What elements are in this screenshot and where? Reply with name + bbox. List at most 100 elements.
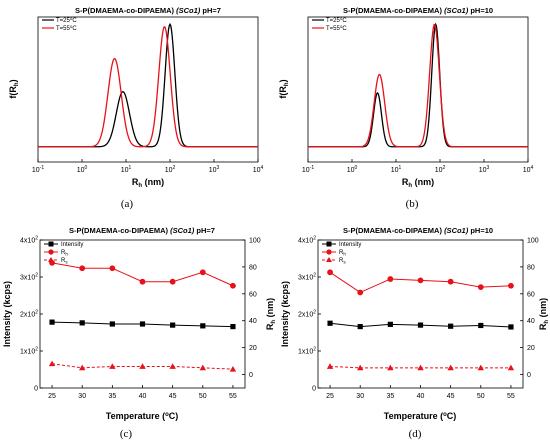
marker-triangle: [48, 360, 56, 367]
marker-square: [327, 320, 333, 326]
marker-triangle: [229, 365, 237, 372]
panel-d-y2-axis-label: Rh (nm): [538, 298, 550, 330]
marker-triangle: [387, 364, 394, 371]
y2-tick-label: 80: [249, 264, 257, 271]
x-tick-label: 104: [523, 165, 534, 174]
x-tick-label: 40: [417, 393, 425, 400]
y2-tick-label: 100: [249, 238, 261, 245]
panel-b-x-axis-label: Rh (nm): [402, 177, 434, 189]
panel-c-legend-item-3: Rs: [61, 258, 68, 265]
y2-tick-label: 20: [249, 345, 257, 352]
marker-square: [508, 324, 514, 330]
panel-b-legend-item-2: T=55oC: [326, 24, 347, 32]
panel-b-title: S-P(DMAEMA-co-DIPAEMA) (SCo1) pH=10: [343, 6, 493, 15]
panel-c-y-axis-label: Intensity (kcps): [2, 281, 12, 347]
x-tick-label: 35: [108, 393, 116, 400]
marker-square: [170, 322, 176, 328]
panel-a-plot-frame: [37, 16, 259, 163]
marker-circle: [230, 282, 236, 289]
panel-b-legend: T=25oC T=55oC: [312, 16, 347, 32]
marker-circle: [508, 282, 514, 289]
y2-tick-label: 100: [527, 238, 539, 245]
panel-c-title: S-P(DMAEMA-co-DIPAEMA) (SCo1) pH=7: [69, 226, 215, 235]
panel-c-legend-item-1: Intensity: [61, 242, 83, 248]
x-tick-label: 101: [391, 165, 402, 174]
legend-marker-square: [326, 241, 332, 247]
y-tick-label: 2x102: [298, 310, 316, 319]
marker-square: [448, 323, 454, 329]
marker-circle: [79, 265, 86, 272]
marker-square: [357, 323, 363, 330]
marker-square: [49, 319, 55, 325]
marker-triangle: [109, 363, 116, 369]
x-tick-label: 50: [477, 393, 485, 400]
marker-circle: [387, 276, 394, 282]
marker-triangle: [199, 364, 206, 371]
marker-triangle: [139, 363, 146, 369]
marker-triangle: [447, 364, 454, 371]
y2-tick-label: 60: [527, 291, 535, 298]
panel-d-y-axis-label: Intensity (kcps): [280, 281, 290, 347]
panel-b-legend-item-1: T=25oC: [326, 16, 347, 24]
y2-tick-label: 40: [527, 318, 535, 325]
y-tick-label: 3x102: [298, 273, 316, 282]
x-tick-label: 35: [386, 393, 394, 400]
panel-b-curves: [308, 22, 528, 148]
panel-a-legend-item-2: T=55oC: [56, 24, 77, 32]
marker-square: [79, 320, 85, 326]
panel-c: S-P(DMAEMA-co-DIPAEMA) (SCo1) pH=7 25 30 3…: [2, 226, 277, 440]
marker-circle: [357, 289, 364, 296]
series-curve-2: [38, 26, 258, 148]
x-tick-label: 30: [356, 393, 364, 400]
x-tick-label: 45: [169, 393, 177, 400]
y-tick-label: 1x102: [20, 347, 38, 356]
panel-c-marks: [48, 259, 237, 372]
x-tick-label: 25: [48, 393, 56, 400]
panel-c-y2-axis-label: Rh (nm): [265, 298, 277, 330]
y2-tick-label: 60: [249, 291, 257, 298]
panel-c-legend: Intensity Rh Rs: [44, 241, 83, 265]
x-tick-label: 103: [209, 165, 220, 174]
panel-a: S-P(DMAEMA-co-DIPAEMA) (SCo1) pH=7 10-1 1…: [8, 6, 264, 210]
panel-a-x-ticks: 10-1 100 101 102 103 104: [32, 159, 264, 174]
x-tick-label: 55: [507, 393, 515, 400]
x-tick-label: 55: [229, 393, 237, 400]
series-curve-2: [308, 23, 528, 148]
x-tick-label: 30: [78, 393, 86, 400]
panel-d-legend-item-3: Rs: [339, 258, 346, 265]
legend-marker-triangle: [326, 257, 332, 262]
marker-triangle: [169, 363, 176, 369]
y2-tick-label: 40: [249, 318, 257, 325]
legend-marker-circle: [48, 249, 54, 255]
x-tick-label: 100: [77, 165, 88, 174]
y-tick-label: 1x102: [298, 347, 316, 356]
panel-b-plot-frame: [307, 16, 529, 163]
panel-c-axes: 25 30 35 40 45 50 55 0 1x102 2x102 3x102 4x102 0 20 40…: [20, 236, 261, 401]
marker-triangle: [326, 363, 334, 369]
y2-tick-label: 0: [249, 372, 253, 379]
x-tick-label: 102: [435, 165, 446, 174]
marker-square: [109, 321, 115, 327]
marker-circle: [199, 269, 206, 276]
caption-d: (d): [409, 428, 422, 440]
x-tick-label: 104: [253, 165, 264, 174]
x-tick-label: 10-1: [302, 165, 314, 174]
legend-marker-triangle: [48, 257, 54, 262]
marker-triangle: [79, 364, 86, 371]
series-curve-1: [308, 22, 528, 148]
marker-circle: [447, 278, 454, 285]
panel-d-legend-item-2: Rh: [339, 250, 346, 257]
x-tick-label: 103: [479, 165, 490, 174]
marker-circle: [139, 278, 146, 285]
x-tick-label: 50: [199, 393, 207, 400]
panel-a-title: S-P(DMAEMA-co-DIPAEMA) (SCo1) pH=7: [75, 6, 221, 15]
x-tick-label: 10-1: [32, 165, 44, 174]
marker-circle: [477, 284, 484, 290]
y-tick-label: 4x102: [20, 236, 38, 245]
panel-d-axes: 25 30 35 40 45 50 55 0 1x102 2x102 3x102 4x102 0 20 40…: [298, 236, 539, 401]
x-tick-label: 102: [165, 165, 176, 174]
panel-d-legend-item-1: Intensity: [339, 242, 361, 248]
panel-a-legend-item-1: T=25oC: [56, 16, 77, 24]
panel-b-x-ticks: 10-1 100 101 102 103 104: [302, 159, 534, 174]
